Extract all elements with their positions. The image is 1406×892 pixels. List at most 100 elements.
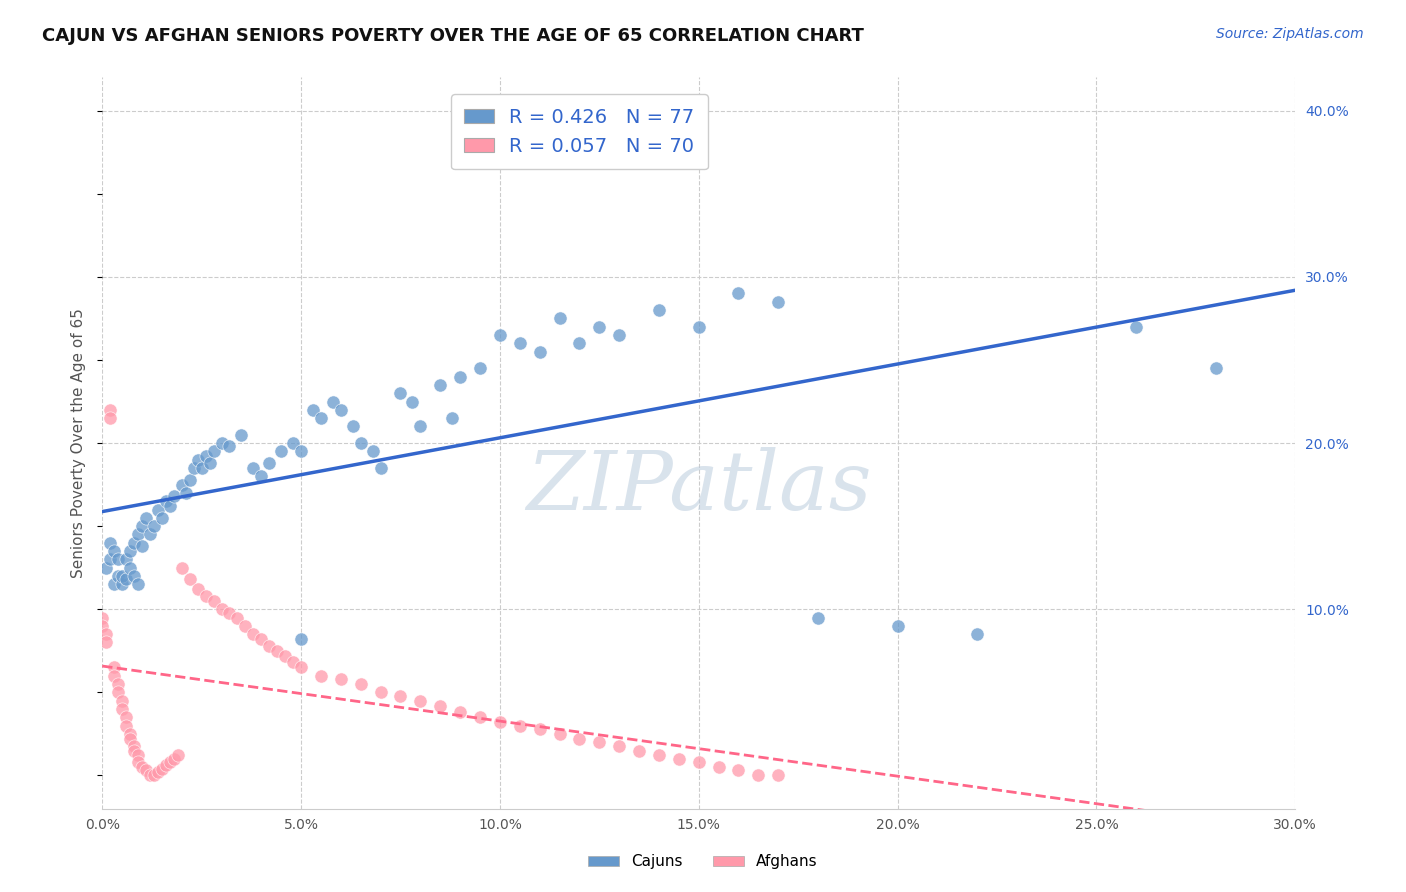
Point — [155, 494, 177, 508]
Point — [235, 619, 257, 633]
Point — [290, 632, 312, 647]
Point — [187, 452, 209, 467]
Point — [115, 710, 138, 724]
Point — [190, 461, 212, 475]
Point — [135, 511, 157, 525]
Point — [302, 402, 325, 417]
Point — [309, 411, 332, 425]
Point — [115, 718, 138, 732]
Point — [107, 677, 129, 691]
Legend: R = 0.426   N = 77, R = 0.057   N = 70: R = 0.426 N = 77, R = 0.057 N = 70 — [451, 95, 709, 169]
Point — [91, 619, 114, 633]
Text: CAJUN VS AFGHAN SENIORS POVERTY OVER THE AGE OF 65 CORRELATION CHART: CAJUN VS AFGHAN SENIORS POVERTY OVER THE… — [42, 27, 865, 45]
Point — [183, 461, 205, 475]
Point — [139, 768, 162, 782]
Point — [115, 572, 138, 586]
Point — [242, 627, 264, 641]
Point — [111, 702, 134, 716]
Point — [329, 402, 352, 417]
Point — [529, 722, 551, 736]
Point — [202, 594, 225, 608]
Point — [98, 411, 121, 425]
Point — [122, 569, 145, 583]
Point — [648, 748, 671, 763]
Point — [401, 394, 423, 409]
Point — [489, 715, 512, 730]
Point — [727, 764, 749, 778]
Point — [449, 369, 471, 384]
Point — [211, 602, 233, 616]
Point — [131, 519, 153, 533]
Point — [131, 539, 153, 553]
Point — [139, 527, 162, 541]
Point — [688, 755, 710, 769]
Point — [142, 519, 165, 533]
Point — [361, 444, 384, 458]
Point — [103, 544, 125, 558]
Point — [118, 731, 141, 746]
Point — [118, 560, 141, 574]
Point — [198, 456, 221, 470]
Point — [170, 477, 193, 491]
Point — [96, 560, 118, 574]
Point — [648, 303, 671, 318]
Point — [529, 344, 551, 359]
Point — [274, 648, 297, 663]
Point — [747, 768, 769, 782]
Point — [118, 727, 141, 741]
Point — [309, 669, 332, 683]
Point — [159, 500, 181, 514]
Point — [218, 439, 240, 453]
Point — [807, 610, 830, 624]
Y-axis label: Seniors Poverty Over the Age of 65: Seniors Poverty Over the Age of 65 — [72, 308, 86, 578]
Point — [607, 739, 630, 753]
Point — [727, 286, 749, 301]
Point — [187, 582, 209, 597]
Point — [194, 450, 217, 464]
Point — [146, 765, 169, 780]
Point — [489, 328, 512, 343]
Point — [115, 552, 138, 566]
Point — [127, 577, 149, 591]
Point — [96, 635, 118, 649]
Point — [146, 502, 169, 516]
Point — [194, 589, 217, 603]
Point — [1125, 319, 1147, 334]
Legend: Cajuns, Afghans: Cajuns, Afghans — [582, 848, 824, 875]
Point — [350, 677, 373, 691]
Point — [135, 764, 157, 778]
Point — [588, 319, 610, 334]
Point — [768, 294, 790, 309]
Point — [122, 743, 145, 757]
Point — [509, 718, 531, 732]
Point — [281, 436, 304, 450]
Point — [409, 693, 432, 707]
Point — [127, 755, 149, 769]
Point — [370, 461, 392, 475]
Point — [242, 461, 264, 475]
Point — [118, 544, 141, 558]
Point — [329, 672, 352, 686]
Point — [111, 569, 134, 583]
Point — [429, 377, 451, 392]
Point — [111, 693, 134, 707]
Point — [568, 731, 591, 746]
Point — [122, 535, 145, 549]
Point — [966, 627, 988, 641]
Point — [170, 560, 193, 574]
Point — [127, 527, 149, 541]
Point — [107, 569, 129, 583]
Point — [281, 656, 304, 670]
Point — [322, 394, 344, 409]
Point — [179, 473, 201, 487]
Point — [142, 768, 165, 782]
Text: ZIPatlas: ZIPatlas — [526, 447, 872, 527]
Point — [226, 610, 249, 624]
Point — [688, 319, 710, 334]
Point — [166, 748, 188, 763]
Point — [163, 489, 186, 503]
Point — [98, 535, 121, 549]
Point — [342, 419, 364, 434]
Point — [389, 689, 412, 703]
Point — [96, 627, 118, 641]
